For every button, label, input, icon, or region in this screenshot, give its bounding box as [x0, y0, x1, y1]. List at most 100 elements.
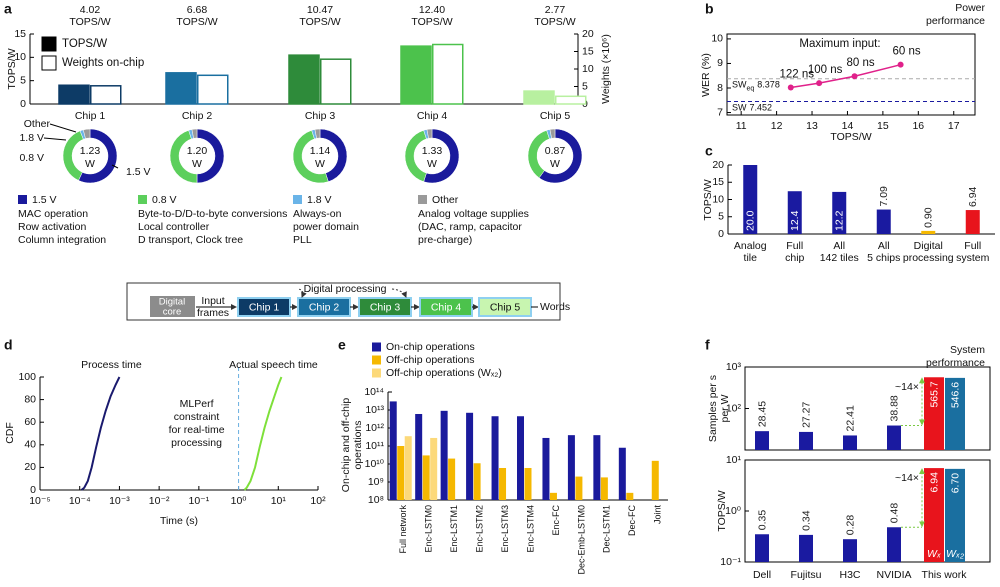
x-tick-label: 11 [736, 120, 747, 132]
bar [197, 74, 229, 105]
x-tick-label: 16 [912, 120, 924, 132]
value-label: 6.70 [949, 473, 961, 494]
legend-label: Off-chip operations (Wₓ₂) [386, 367, 502, 379]
x-tick-label: 10⁻¹ [188, 495, 209, 507]
data-point [816, 80, 823, 87]
bar [843, 539, 857, 562]
bar [549, 492, 557, 500]
donut-callout: 1.8 V [19, 132, 44, 144]
bar [499, 467, 507, 500]
point-label: 60 ns [893, 46, 921, 58]
section-title: performance [926, 357, 985, 369]
legend-description: Always-on [293, 208, 342, 220]
y-tick-label: 10 [14, 51, 26, 63]
bar [876, 209, 891, 234]
point-label: 80 ns [846, 57, 874, 69]
x-tick-label: Enc-FC [551, 505, 561, 536]
series-line [243, 376, 283, 491]
legend-swatch [138, 195, 147, 204]
y-axis-label: per W [719, 394, 731, 422]
donut-slice [426, 128, 433, 139]
y-tick-label: 8 [717, 82, 723, 94]
bar [555, 95, 587, 105]
x-tick-label: Enc-LSTM3 [500, 505, 510, 553]
bar [320, 58, 352, 105]
panel-letter: a [4, 1, 12, 17]
plot-frame [726, 33, 976, 116]
x-tick-label: 10⁻² [149, 495, 170, 507]
legend-swatch [41, 55, 57, 71]
x-tick-label: Dec-Emb-LSTM0 [576, 505, 586, 575]
series-line [790, 63, 901, 89]
x-tick-label: 15 [877, 120, 889, 132]
legend-label: Weights on-chip [62, 57, 144, 69]
bar [755, 431, 769, 450]
x-tick-label: Full [964, 240, 981, 252]
donut-callout: 0.8 V [19, 152, 44, 164]
donut-callout: 1.5 V [126, 166, 151, 178]
digital-core [150, 296, 195, 317]
x-tick-label: H3C [839, 569, 860, 581]
series-label: Process time [81, 359, 142, 371]
value-label: 0.90 [923, 207, 935, 228]
x-tick-label: 10⁻³ [109, 495, 130, 507]
y-tick-label: 80 [24, 393, 36, 405]
value-label: 0.48 [888, 503, 900, 524]
feedback-label: Digital processing [304, 283, 387, 295]
legend-label: 1.8 V [307, 194, 332, 206]
legend-swatch [293, 195, 302, 204]
bar [600, 477, 608, 500]
x-tick-label: Enc-LSTM0 [424, 505, 434, 553]
bar [422, 455, 430, 500]
x-tick-label: 12 [771, 120, 783, 132]
y-axis-label: TOPS/W [702, 179, 714, 220]
bar-series-label: Wₓ [927, 548, 941, 560]
value-label: 6.94 [928, 472, 940, 493]
data-point [787, 84, 794, 91]
bar [542, 437, 550, 500]
x-tick-label: Enc-LSTM4 [525, 505, 535, 553]
y-tick-label: 10⁰ [725, 505, 742, 517]
legend-swatch [41, 36, 57, 52]
y-axis-label: Samples per s [707, 375, 719, 442]
donut-slice [314, 128, 321, 139]
panel-letter: c [705, 143, 713, 159]
value-label: 28.45 [756, 401, 768, 427]
y-tick-label: 15 [582, 45, 594, 57]
y-tick-label: 10³ [726, 361, 742, 373]
reference-name: SW [732, 103, 747, 113]
y-axis-label: TOPS/W [6, 48, 18, 89]
x-tick-label: 10⁻⁴ [69, 495, 91, 507]
bar [832, 191, 847, 234]
legend-description: MAC operation [18, 208, 88, 220]
donut-unit: W [192, 158, 202, 170]
bar-series-label: Wₓ₂ [946, 548, 964, 560]
y-tick-label: 15 [14, 28, 26, 40]
x-tick-label: 10² [310, 495, 326, 507]
bar [430, 437, 438, 500]
input-label: Input [201, 295, 224, 307]
value-label: 20.0 [745, 210, 757, 231]
y-tick-label: 20 [712, 159, 724, 171]
legend-swatch [372, 342, 381, 352]
legend-description: Analog voltage supplies [418, 208, 529, 220]
x-axis-label: Time (s) [160, 515, 198, 527]
bar [567, 435, 575, 500]
value-label: 12.4 [789, 210, 801, 231]
value-label-unit: TOPS/W [299, 16, 340, 28]
bar [626, 492, 634, 500]
legend-description: PLL [293, 234, 312, 246]
bar [90, 85, 122, 105]
input-label: frames [197, 307, 229, 319]
y-tick-label: 10¹¹ [365, 440, 384, 452]
bar [921, 230, 936, 234]
panel-letter: f [705, 337, 710, 353]
feedback-arrow [391, 288, 407, 298]
reference-value: 7.452 [750, 103, 773, 113]
x-tick-label: Chip 5 [540, 110, 571, 122]
y-tick-label: 10¹³ [365, 404, 384, 416]
bar [415, 413, 423, 500]
y-tick-label: 10¹⁴ [364, 386, 384, 398]
bar [575, 476, 583, 500]
bar [400, 45, 432, 105]
